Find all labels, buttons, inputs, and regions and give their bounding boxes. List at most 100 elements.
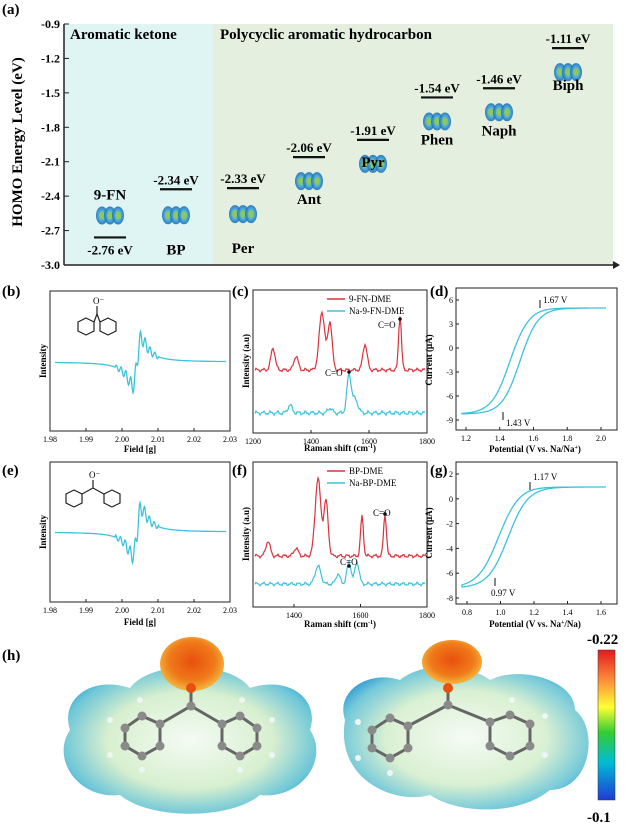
colorbar [597, 649, 616, 801]
peak-marker-bottom [347, 370, 351, 374]
y-tick-label: -2.1 [41, 155, 60, 169]
panel-f-xticks: 1400 1600 1800 [286, 604, 435, 620]
radical-label-bp: O⁻ [89, 470, 100, 480]
panel-d-ylabel: Current (μA) [424, 334, 434, 385]
energy-label: -2.76 eV [87, 242, 133, 257]
legend-na-9fn: Na-9-FN-DME [349, 306, 405, 316]
molecule-pyr: -1.91 eV Pyr [350, 123, 396, 173]
x-tick-label: 0.8 [462, 608, 472, 617]
energy-label: -2.33 eV [220, 171, 266, 186]
panel-f: (f) Intensity (a.u) 1400 1600 1800 Raman s… [232, 461, 435, 629]
homo-orbital-icon [554, 63, 582, 82]
panel-c-ylabel: Intensity (a.u) [241, 334, 251, 388]
molecule-name: 9-FN [94, 187, 127, 203]
y-tick-label: 0 [449, 344, 453, 353]
molecule-ant: -2.06 eV Ant [286, 140, 332, 208]
y-tick-label: -3.0 [41, 258, 60, 272]
y-tick-label: -1.5 [41, 86, 60, 100]
x-tick-label: 2.01 [151, 606, 165, 615]
region-pah-label: Polycyclic aromatic hydrocarbon [220, 27, 433, 43]
y-tick-label: -2 [446, 520, 453, 529]
x-tick-label: 1800 [419, 611, 435, 620]
panel-c: (c) Intensity (a.u) 1200 1400 1600 1800 Ram… [232, 284, 435, 453]
panel-g: (g) Current (μA) 0.8 1.0 1.2 1.4 1.6 2 0 -2 -4 -6… [424, 461, 618, 629]
y-tick-label: -1.8 [41, 120, 60, 134]
x-tick-label: 2.03 [223, 606, 237, 615]
molecule-naph: -1.46 eV Naph [476, 71, 522, 139]
panel-b-xticks: 1.98 1.99 2.00 2.01 2.02 2.03 [43, 428, 237, 444]
x-tick-label: 2.0 [596, 434, 606, 443]
panel-f-frame [252, 461, 428, 608]
panel-h: (h) [2, 632, 618, 826]
energy-label: -1.91 eV [350, 123, 396, 138]
molecule-bp: -2.34 eV BP [153, 172, 199, 258]
homo-orbital-icon [229, 205, 257, 224]
panel-c-label: (c) [232, 284, 249, 300]
panel-g-ticks: 0.8 1.0 1.2 1.4 1.6 2 0 -2 -4 -6 -8 [446, 470, 606, 617]
panel-d: (d) Current (μA) 1.2 1.4 1.6 1.8 2.0 6 3 0 -3 -6 -… [424, 284, 618, 454]
homo-orbital-icon [162, 206, 190, 225]
x-tick-label: 2.02 [187, 435, 201, 444]
panel-e-ylabel: Intensity [38, 515, 48, 550]
panel-g-xlabel: Potential (V vs. Na+/Na) [489, 619, 581, 629]
ketone-region [64, 24, 213, 265]
y-ticks: -0.9 -1.2 -1.5 -1.8 -2.1 -2.4 -2.7 -3.0 [41, 17, 69, 272]
molecule-name: Biph [553, 78, 585, 94]
x-tick-label: 1.2 [461, 434, 471, 443]
y-tick-label: -2.7 [41, 224, 60, 238]
y-tick-label: 3 [449, 320, 453, 329]
molecule-name: Pyr [361, 155, 385, 171]
panel-f-ylabel: Intensity (a.u) [241, 507, 251, 561]
ann-1-17: 1.17 V [533, 472, 558, 482]
panel-e-frame [49, 461, 231, 603]
x-tick-label: 1.98 [43, 606, 57, 615]
x-tick-label: 1.99 [79, 435, 93, 444]
peak-label-top-f: C=O [373, 508, 391, 518]
y-tick-label: -6 [446, 569, 453, 578]
x-tick-label: 1.6 [596, 608, 606, 617]
cv-curve-9fn [461, 307, 606, 415]
x-tick-label: 2.02 [187, 606, 201, 615]
x-tick-label: 1600 [361, 437, 377, 446]
panel-b: (b) Intensity 1.98 1.99 2.00 2.01 2.02 2.03 F… [2, 284, 237, 454]
benzophenone-structure [65, 480, 121, 508]
panel-c-xlabel: Raman shift (cm-1) [304, 443, 376, 453]
homo-orbital-icon [423, 112, 451, 131]
x-tick-label: 1.2 [529, 608, 539, 617]
panel-e-xticks: 1.98 1.99 2.00 2.01 2.02 2.03 [43, 599, 237, 615]
x-tick-label: 1600 [353, 611, 369, 620]
panel-a: (a) -0.9 -1.2 -1.5 -1.8 -2.1 -2.4 -2.7 -3.0 HOM… [2, 2, 620, 272]
legend-bp: BP-DME [349, 466, 384, 476]
colorbar-max: -0.22 [587, 632, 618, 648]
y-tick-label: -1.2 [41, 51, 60, 65]
energy-label: -2.34 eV [153, 172, 199, 187]
panel-g-ylabel: Current (μA) [424, 507, 434, 558]
energy-label: -1.46 eV [476, 71, 522, 86]
x-tick-label: 1.4 [495, 434, 505, 443]
y-tick-label: 6 [449, 296, 453, 305]
peak-marker-top-f [383, 512, 387, 516]
panel-h-label: (h) [2, 648, 20, 664]
raman-bp [254, 475, 426, 559]
x-tick-label: 1.0 [496, 608, 506, 617]
y-tick-label: -2.4 [41, 189, 60, 203]
y-tick-label: -3 [446, 368, 453, 377]
panel-f-xlabel: Raman shift (cm-1) [304, 619, 376, 629]
panel-e-label: (e) [2, 463, 19, 479]
molecule-name: Naph [481, 123, 517, 139]
y-tick-label: -4 [446, 544, 453, 553]
homo-orbital-icon [295, 172, 323, 191]
y-tick-label: -6 [446, 392, 453, 401]
panel-b-ylabel: Intensity [38, 344, 48, 379]
homo-orbital-icon [96, 206, 124, 225]
raman-na-bp [254, 559, 426, 588]
panel-g-frame [455, 461, 618, 605]
panel-d-frame [455, 287, 618, 431]
peak-label-top: C=O [378, 320, 396, 330]
y-tick-label: -0.9 [41, 17, 60, 31]
panel-a-label: (a) [2, 2, 20, 18]
panel-f-label: (f) [232, 463, 247, 479]
raman-9fn [254, 309, 426, 373]
esp-surface-benzophenone [343, 640, 589, 810]
